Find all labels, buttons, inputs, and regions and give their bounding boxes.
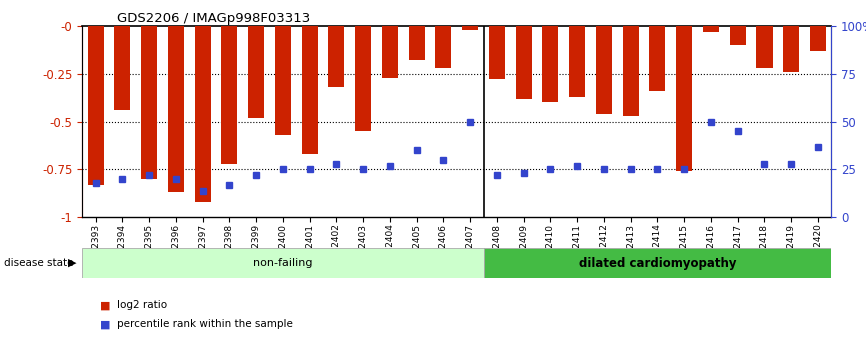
Bar (87, 26, 104, 185)
Bar (623, 26, 639, 116)
Bar (515, 26, 532, 99)
Bar (222, 26, 237, 164)
Bar (810, 26, 826, 51)
Text: percentile rank within the sample: percentile rank within the sample (117, 319, 293, 329)
Bar (757, 26, 772, 68)
Bar (489, 26, 505, 79)
Text: ▶: ▶ (68, 258, 77, 268)
Bar (249, 26, 264, 118)
Bar (730, 26, 746, 45)
Bar (650, 26, 665, 91)
Text: non-failing: non-failing (253, 258, 313, 268)
Bar (195, 26, 210, 202)
Bar (82, 248, 483, 278)
Bar (382, 26, 398, 78)
Text: disease state: disease state (4, 258, 74, 268)
Bar (783, 26, 799, 72)
Bar (483, 248, 831, 278)
Bar (542, 26, 559, 102)
Text: dilated cardiomyopathy: dilated cardiomyopathy (578, 257, 736, 269)
Text: ■: ■ (100, 319, 110, 329)
Text: log2 ratio: log2 ratio (117, 300, 167, 310)
Bar (596, 26, 612, 114)
Bar (328, 26, 345, 87)
Bar (355, 26, 372, 131)
Bar (275, 26, 291, 135)
Bar (168, 26, 184, 193)
Bar (703, 26, 719, 32)
Bar (114, 26, 131, 110)
Bar (141, 26, 157, 179)
Text: ■: ■ (100, 300, 110, 310)
Bar (569, 26, 585, 97)
Bar (462, 26, 478, 30)
Bar (301, 26, 318, 154)
Text: GDS2206 / IMAGp998F03313: GDS2206 / IMAGp998F03313 (117, 12, 310, 25)
Bar (409, 26, 424, 60)
Bar (676, 26, 692, 171)
Bar (436, 26, 451, 68)
